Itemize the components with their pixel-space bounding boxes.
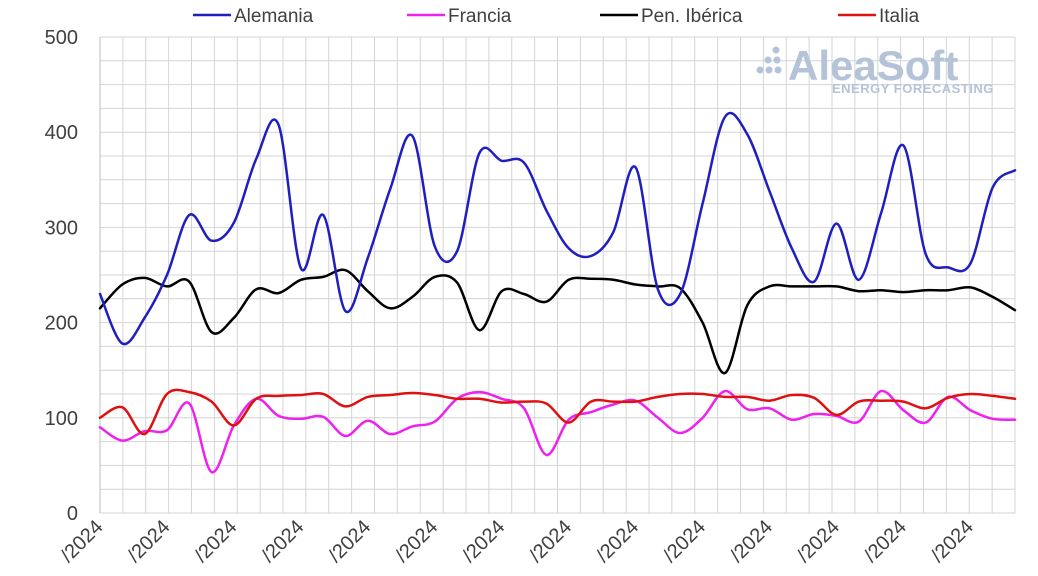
x-tick-label: /2024 [793, 516, 844, 567]
x-tick-label: /2024 [525, 516, 576, 567]
series-line-francia [98, 389, 1017, 474]
legend-label-italia: Italia [879, 6, 920, 27]
y-tick-label: 500 [45, 27, 78, 49]
gridlines [99, 36, 1016, 514]
aleasoft-logo-dots-icon [756, 46, 782, 74]
x-tick-label: /2024 [458, 516, 509, 567]
y-tick-label: 400 [45, 122, 78, 144]
legend: Alemania Francia Pen. Ibérica Italia [193, 6, 920, 27]
watermark-tagline: ENERGY FORECASTING [832, 81, 994, 96]
legend-label-alemania: Alemania [234, 6, 314, 27]
y-tick-label: 0 [67, 503, 78, 525]
x-tick-label: /2024 [592, 516, 643, 567]
x-tick-label: /2024 [860, 516, 911, 567]
y-axis-ticks: 0 100 200 300 400 500 [45, 27, 78, 525]
series-lines [98, 111, 1017, 474]
y-tick-label: 100 [45, 408, 78, 430]
x-tick-label: /2024 [324, 516, 375, 567]
watermark-brand: AleaSoft [788, 42, 958, 89]
series-line-pen-ib-rica [98, 268, 1017, 375]
x-tick-label: /2024 [57, 516, 108, 567]
x-tick-label: /2024 [124, 516, 175, 567]
x-axis-ticks: /2024/2024/2024/2024/2024/2024/2024/2024… [57, 516, 978, 567]
x-tick-label: /2024 [927, 516, 978, 567]
series-line-italia [98, 388, 1017, 436]
y-tick-label: 300 [45, 217, 78, 239]
watermark: AleaSoft ENERGY FORECASTING [756, 42, 994, 96]
x-tick-label: /2024 [190, 516, 241, 567]
series-line-alemania [98, 111, 1017, 346]
legend-label-pen-ib-rica: Pen. Ibérica [641, 6, 743, 27]
legend-label-francia: Francia [448, 6, 512, 27]
x-tick-label: /2024 [391, 516, 442, 567]
x-tick-label: /2024 [257, 516, 308, 567]
y-tick-label: 200 [45, 313, 78, 335]
x-tick-label: /2024 [726, 516, 777, 567]
x-tick-label: /2024 [659, 516, 710, 567]
